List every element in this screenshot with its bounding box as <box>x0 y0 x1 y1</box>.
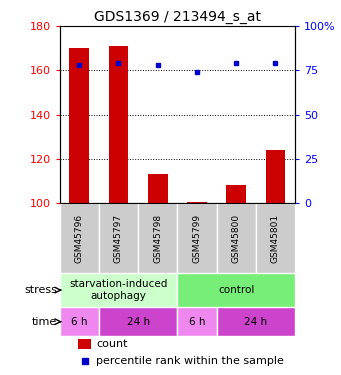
Bar <box>266 150 285 203</box>
Bar <box>70 48 89 203</box>
Bar <box>177 203 217 273</box>
Bar <box>217 203 256 273</box>
Text: GSM45800: GSM45800 <box>232 213 241 262</box>
Text: control: control <box>218 285 254 295</box>
Bar <box>226 186 246 203</box>
Text: percentile rank within the sample: percentile rank within the sample <box>96 356 284 366</box>
Bar <box>256 203 295 273</box>
Text: GSM45796: GSM45796 <box>75 213 84 262</box>
Bar <box>148 174 167 203</box>
Text: GSM45799: GSM45799 <box>192 213 202 262</box>
Bar <box>187 202 207 203</box>
Text: count: count <box>96 339 128 349</box>
Bar <box>138 203 177 273</box>
Bar <box>60 308 99 336</box>
Text: GSM45801: GSM45801 <box>271 213 280 262</box>
Bar <box>60 273 177 308</box>
Bar <box>177 308 217 336</box>
Text: 24 h: 24 h <box>127 316 150 327</box>
Text: 6 h: 6 h <box>71 316 88 327</box>
Text: GSM45798: GSM45798 <box>153 213 162 262</box>
Text: 24 h: 24 h <box>244 316 267 327</box>
Bar <box>109 46 128 203</box>
Bar <box>60 203 99 273</box>
Text: 6 h: 6 h <box>189 316 205 327</box>
Bar <box>99 203 138 273</box>
Bar <box>99 308 177 336</box>
Bar <box>217 308 295 336</box>
Text: starvation-induced
autophagy: starvation-induced autophagy <box>69 279 168 301</box>
Text: GSM45797: GSM45797 <box>114 213 123 262</box>
Bar <box>177 273 295 308</box>
Title: GDS1369 / 213494_s_at: GDS1369 / 213494_s_at <box>94 10 261 24</box>
Text: time: time <box>32 316 57 327</box>
Text: stress: stress <box>25 285 57 295</box>
Bar <box>78 339 91 349</box>
